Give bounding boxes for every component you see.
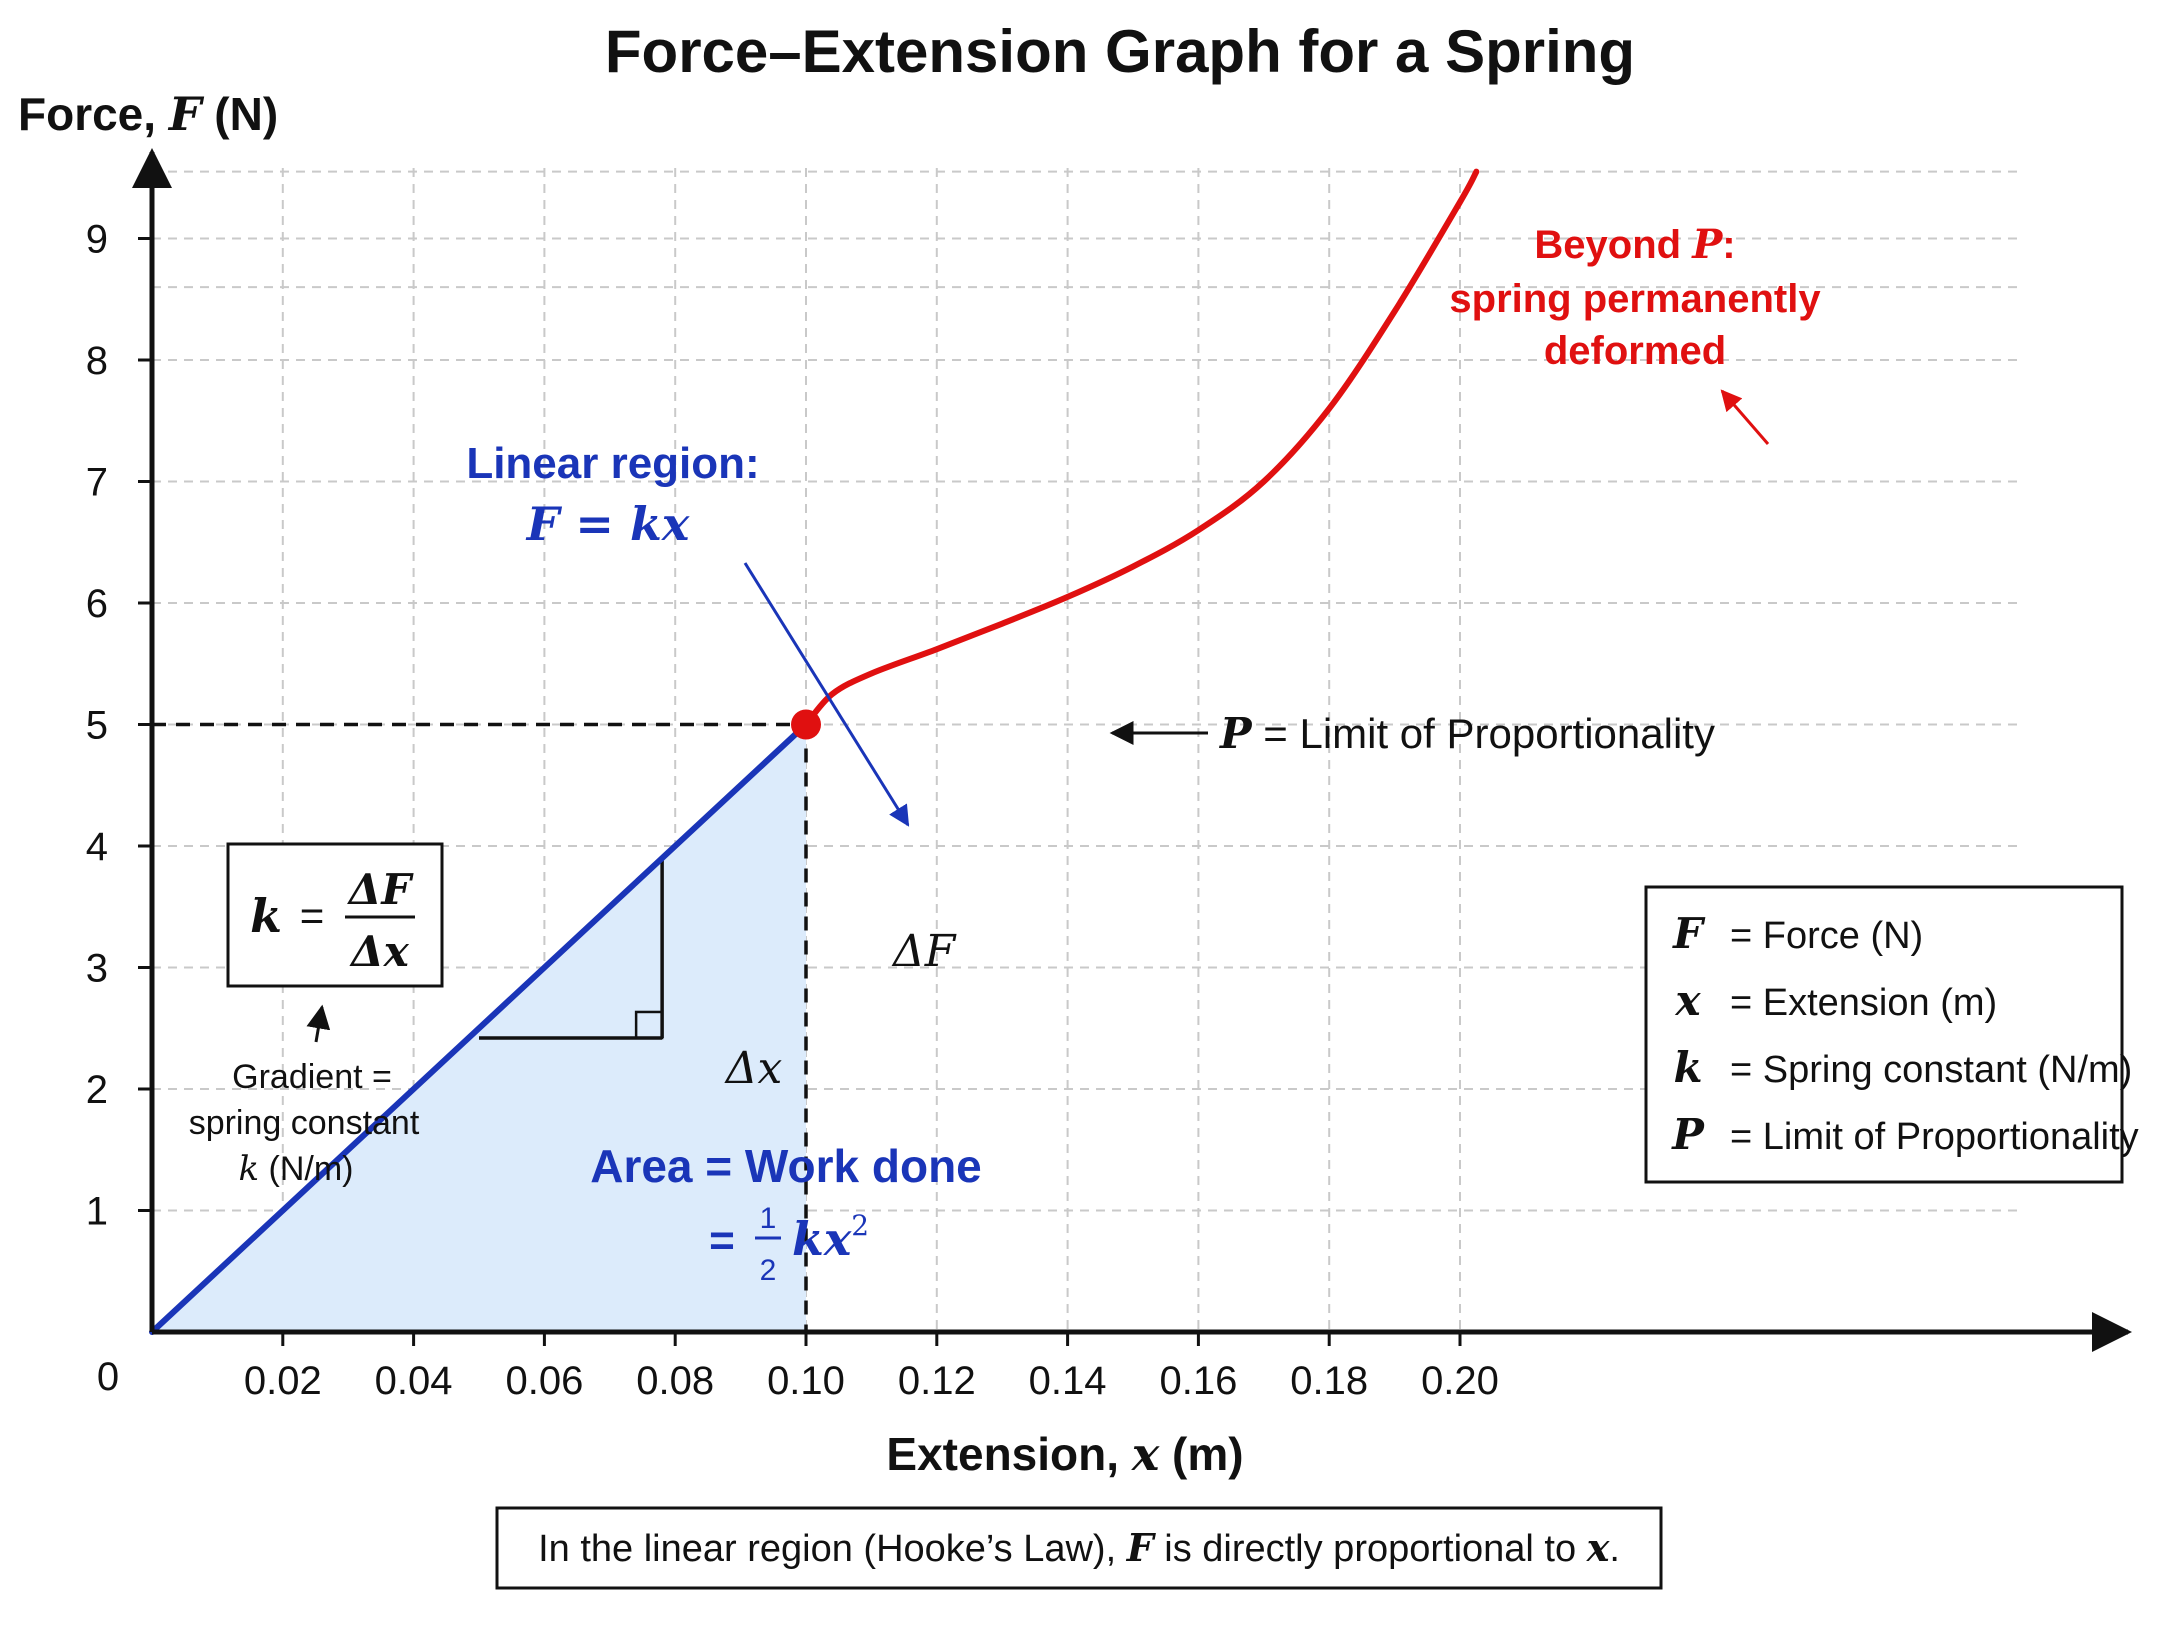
limit-of-proportionality-point [791, 709, 821, 740]
limit-label-text: = Limit of Proportionality [1252, 710, 1715, 757]
y-axis-title: Force, F (N) [18, 87, 278, 141]
legend-symbol-1: x [1674, 976, 1701, 1025]
linear-region-arrow [743, 562, 910, 827]
x-tick-label-0: 0.02 [244, 1359, 322, 1403]
x-tick-label-6: 0.14 [1029, 1359, 1107, 1403]
x-tick-label-2: 0.06 [505, 1359, 583, 1403]
legend-text-2: = Spring constant (N/m) [1730, 1049, 2132, 1091]
tick-labels: 0.02 0.04 0.06 0.08 0.10 0.12 0.14 0.16 0.18 0.20… [86, 218, 1499, 1404]
y-tick-label-1: 2 [86, 1068, 108, 1112]
beyond-p-line1: Beyond P: [1534, 221, 1735, 268]
formula-lhs: k [250, 889, 282, 943]
footnote-t2: is directly proportional to [1154, 1528, 1587, 1570]
x-axis-title-text: Extension, [886, 1428, 1131, 1480]
legend-symbol-0: F [1672, 909, 1706, 958]
y-axis-title-var: F [167, 87, 205, 141]
delta-x-label: Δx [724, 1043, 783, 1094]
limit-guide-lines [152, 722, 808, 1332]
y-tick-label-0: 1 [86, 1190, 108, 1234]
formula-equals: = [300, 892, 325, 939]
gradient-note-k: k [238, 1149, 259, 1189]
legend-box [1644, 885, 2124, 1184]
gradient-note-line2: spring constant [189, 1104, 420, 1142]
beyond-p-text: Beyond [1534, 223, 1692, 267]
x-axis-title-unit: (m) [1159, 1428, 1243, 1480]
footnote-box [495, 1506, 1663, 1590]
legend: F = Force (N) x = Extension (m) k = Spring co… [1671, 909, 2138, 1159]
linear-eq-equals: = [559, 497, 630, 551]
x-axis-title-var: x [1131, 1427, 1160, 1481]
footnote-t3: . [1609, 1528, 1620, 1570]
area-eq-numerator: 1 [760, 1202, 777, 1235]
footnote-t1: In the linear region (Hooke’s Law), [538, 1528, 1127, 1570]
formula-numerator: ΔF [347, 865, 415, 914]
x-tick-label-5: 0.12 [898, 1359, 976, 1403]
y-tick-label-8: 9 [86, 218, 108, 262]
limit-label: P = Limit of Proportionality [1219, 709, 1715, 758]
beyond-p-line2: spring permanently [1449, 277, 1821, 321]
area-label: Area = Work done [590, 1140, 982, 1192]
legend-symbol-2: k [1673, 1043, 1702, 1092]
footnote-v1: F [1126, 1525, 1157, 1570]
legend-text-1: = Extension (m) [1730, 982, 1997, 1024]
y-tick-label-5: 6 [86, 582, 108, 626]
y-tick-label-6: 7 [86, 461, 108, 505]
x-tick-label-1: 0.04 [375, 1359, 453, 1403]
gradient-note-line1: Gradient = [232, 1058, 392, 1096]
y-axis-title-unit: (N) [202, 88, 279, 140]
x-tick-label-9: 0.20 [1421, 1359, 1499, 1403]
area-eq-exponent: 2 [851, 1209, 869, 1242]
grid-lines [152, 168, 2018, 1332]
beyond-p-line3: deformed [1544, 329, 1726, 373]
gradient-triangle-layer [479, 858, 664, 1040]
legend-text-3: = Limit of Proportionality [1730, 1116, 2139, 1158]
y-tick-label-4: 5 [86, 704, 108, 748]
legend-symbol-3: P [1671, 1110, 1705, 1159]
spring-constant-formula-box [226, 842, 444, 988]
limit-label-var: P [1219, 709, 1253, 758]
linear-eq-kx: kx [630, 497, 690, 551]
area-eq-denominator: 2 [760, 1254, 777, 1287]
linear-region-label: Linear region: [466, 439, 759, 488]
area-eq-kx: kx [792, 1212, 852, 1266]
area-eq-expression: kx2 [792, 1209, 869, 1266]
footnote-v2: x [1586, 1525, 1611, 1570]
footnote: In the linear region (Hooke’s Law), F is… [538, 1525, 1620, 1570]
beyond-p-var: P [1691, 221, 1724, 268]
x-tick-label-8: 0.18 [1290, 1359, 1368, 1403]
y-tick-label-3: 4 [86, 825, 108, 869]
x-tick-label-4: 0.10 [767, 1359, 845, 1403]
x-axis-title: Extension, x (m) [886, 1427, 1243, 1481]
origin-label: 0 [97, 1355, 119, 1399]
gradient-note-unit: (N/m) [259, 1150, 353, 1188]
x-tick-label-7: 0.16 [1159, 1359, 1237, 1403]
area-equation: = 1 2 kx2 [709, 1202, 869, 1287]
x-tick-label-3: 0.08 [636, 1359, 714, 1403]
y-tick-label-7: 8 [86, 339, 108, 383]
legend-text-0: = Force (N) [1730, 915, 1923, 957]
beyond-p-colon: : [1722, 223, 1735, 267]
right-angle-marker [634, 1010, 664, 1040]
series-layer [149, 168, 1480, 1335]
y-axis-title-text: Force, [18, 88, 169, 140]
linear-region-equation: F = kx [525, 497, 690, 551]
series-line-1 [803, 168, 1480, 728]
area-eq-equals: = [709, 1216, 735, 1265]
axes [132, 148, 2132, 1352]
formula-denominator: Δx [349, 927, 410, 976]
beyond-p-arrow [1720, 389, 1770, 445]
y-tick-label-2: 3 [86, 947, 108, 991]
gradient-note-line3: k (N/m) [238, 1149, 353, 1189]
gradient-note-arrow [306, 1004, 331, 1043]
delta-f-label: ΔF [891, 926, 957, 977]
chart-title: Force–Extension Graph for a Spring [605, 18, 1635, 85]
series-line-0 [149, 721, 809, 1335]
linear-eq-f: F [525, 497, 563, 551]
